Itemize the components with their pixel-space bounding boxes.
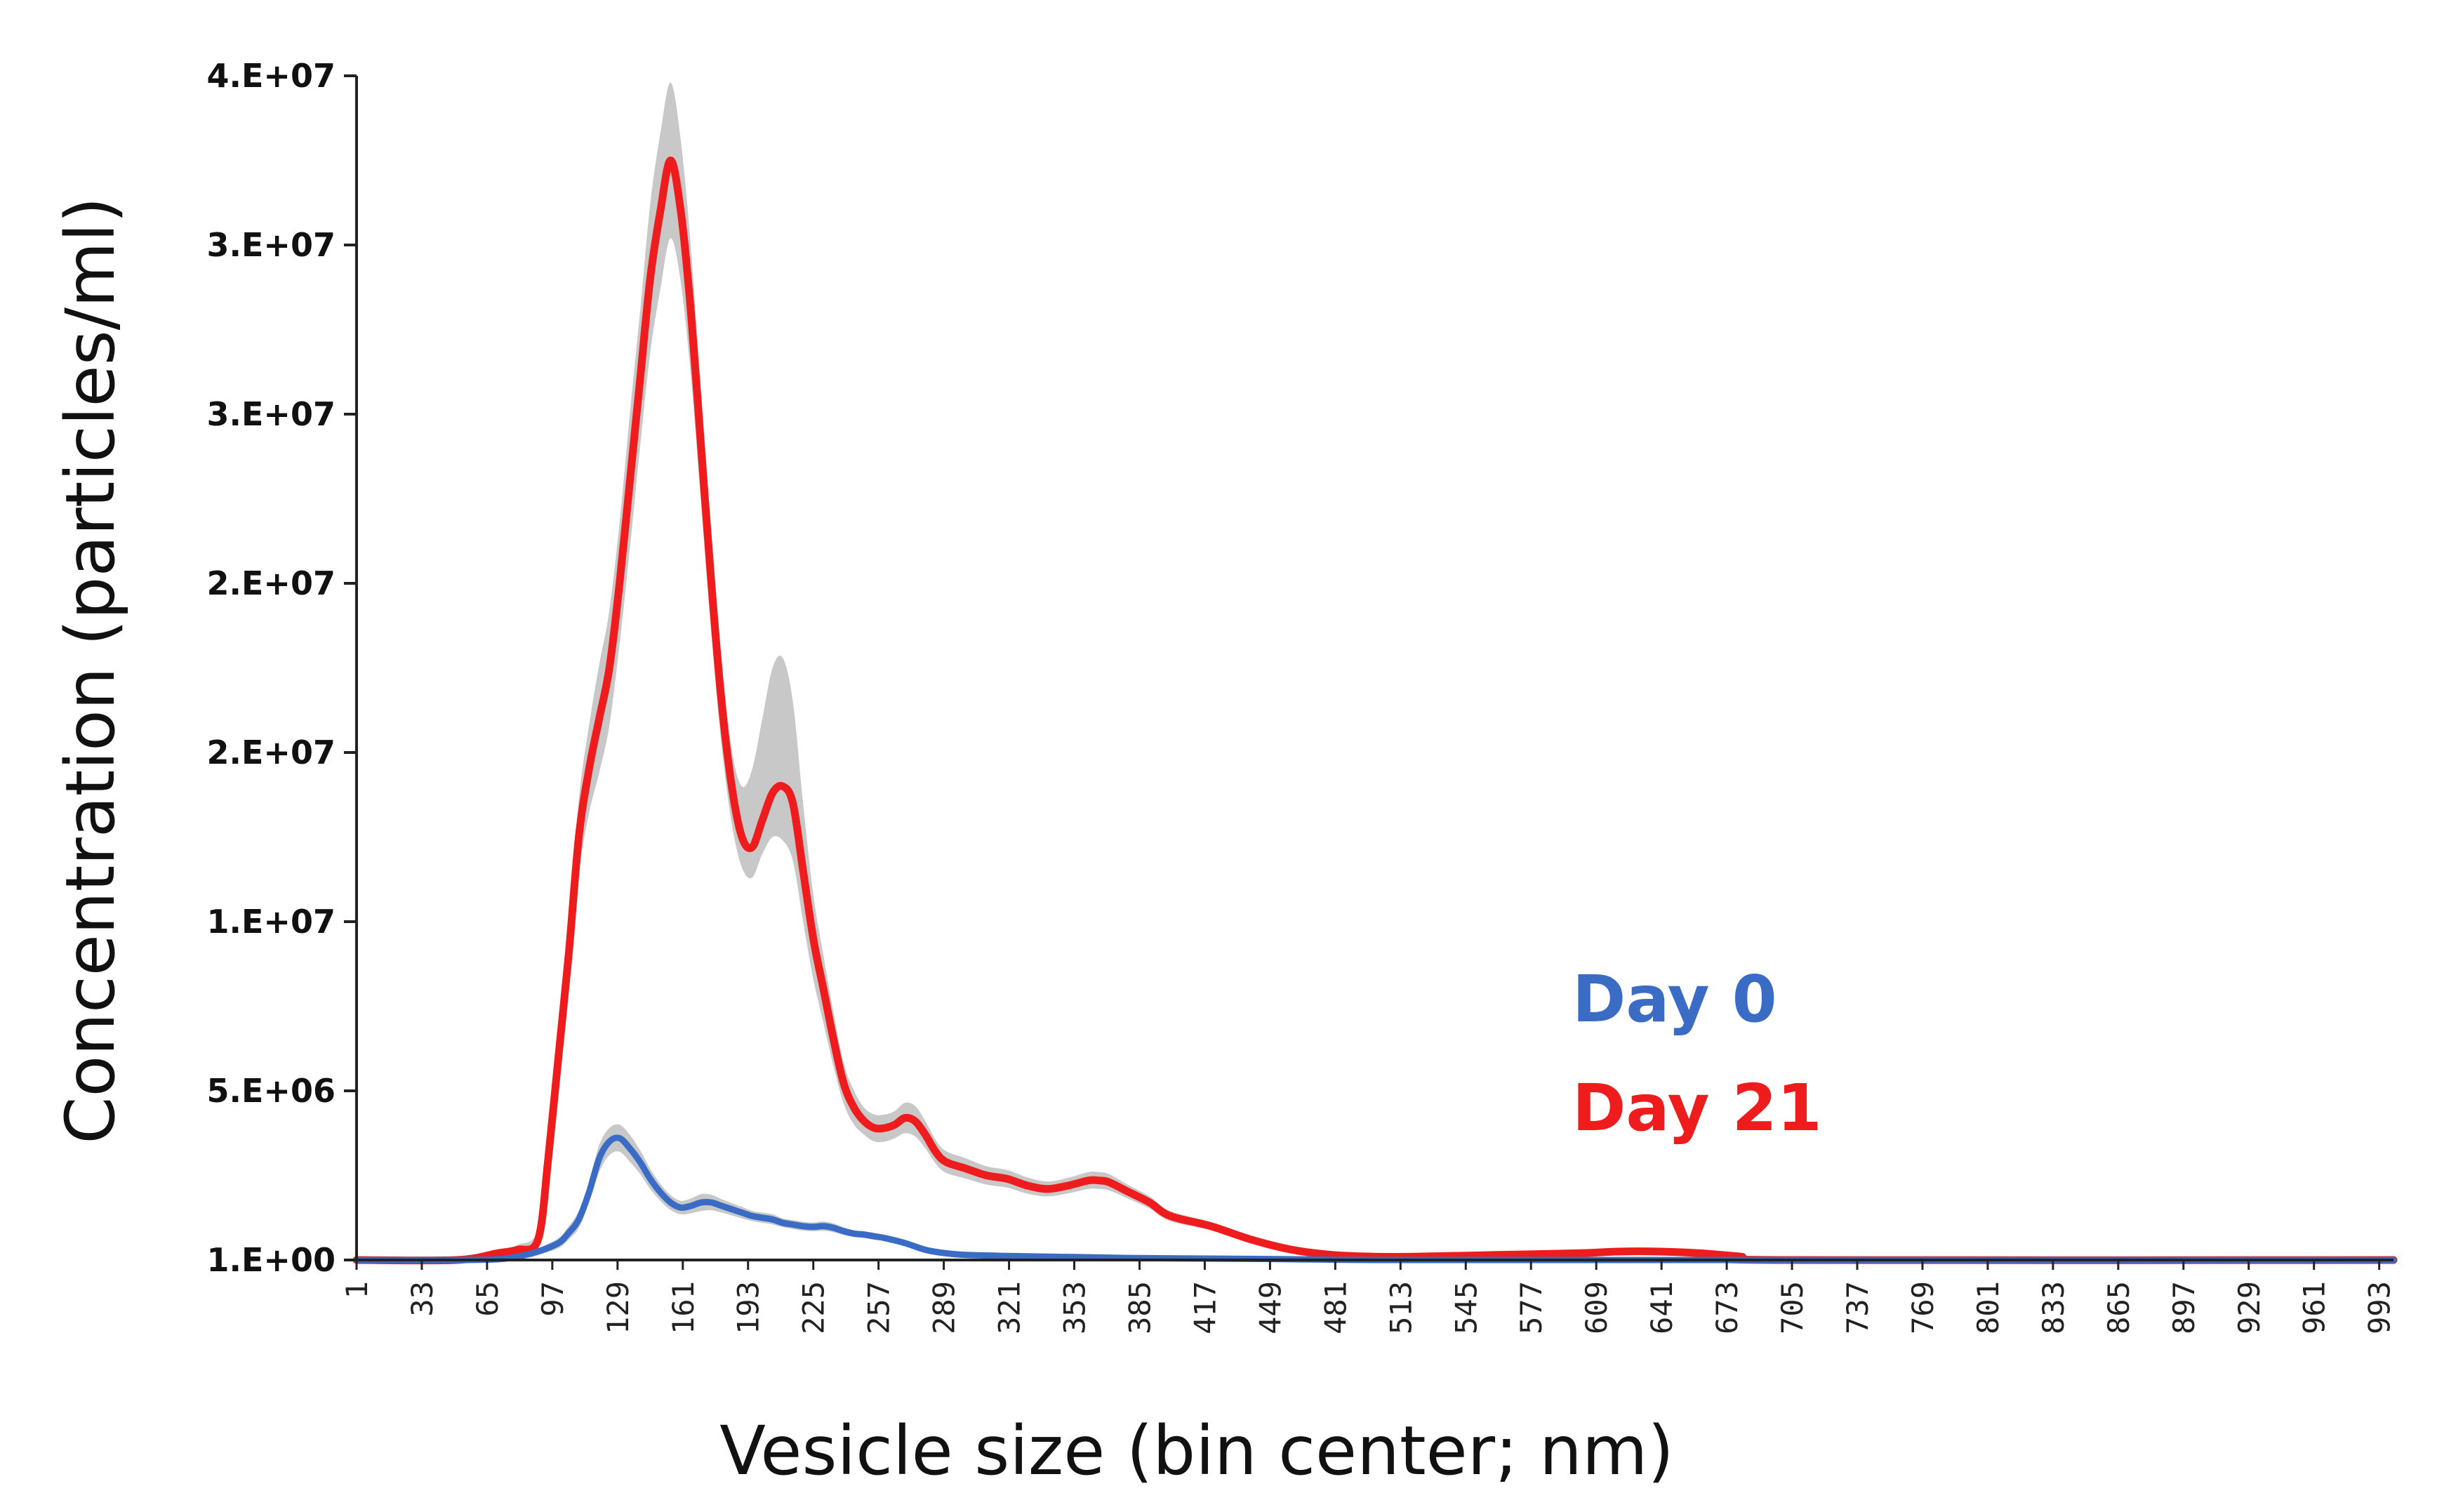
series-line-day-0	[353, 1134, 2397, 1264]
x-tick-label: 513	[1383, 1281, 1418, 1334]
x-tick-label: 65	[470, 1281, 505, 1317]
x-tick-label: 545	[1449, 1281, 1483, 1334]
x-tick-label: 257	[862, 1281, 896, 1334]
legend-day-0: Day 0	[1572, 962, 1777, 1037]
series-line-day-21	[352, 157, 2398, 1265]
x-tick-label: 769	[1906, 1281, 1940, 1334]
y-tick-label: 2.E+07	[207, 564, 336, 602]
y-tick-label: 3.E+07	[207, 395, 336, 433]
x-tick-label: 833	[2036, 1281, 2071, 1334]
legend-day-21: Day 21	[1572, 1070, 1822, 1146]
x-tick-label: 321	[992, 1281, 1027, 1334]
x-tick-label: 929	[2232, 1281, 2266, 1334]
y-axis-ticks: 1.E+00 5.E+06 1.E+07 2.E+07 2.E+07 3.E+07 3.E+…	[207, 57, 357, 1279]
x-tick-label: 161	[666, 1281, 700, 1334]
x-tick-label: 865	[2101, 1281, 2136, 1334]
x-tick-label: 225	[797, 1281, 831, 1334]
x-tick-label: 33	[405, 1281, 439, 1317]
x-tick-label: 97	[536, 1281, 570, 1317]
y-tick-label: 1.E+07	[207, 903, 336, 941]
y-tick-label: 3.E+07	[207, 226, 336, 264]
error-band-day-0	[357, 1124, 2393, 1261]
y-tick-label: 2.E+07	[207, 734, 336, 771]
x-tick-label: 129	[601, 1281, 635, 1334]
x-tick-label: 705	[1775, 1281, 1810, 1334]
x-tick-label: 449	[1253, 1281, 1287, 1334]
y-tick-label: 5.E+06	[207, 1072, 336, 1110]
x-axis-ticks: 1 33 65 97 129 161 193 225 257 289 321 353 385 417 449…	[340, 1260, 2397, 1334]
x-tick-label: 897	[2167, 1281, 2201, 1334]
x-tick-label: 641	[1645, 1281, 1679, 1334]
x-tick-label: 481	[1318, 1281, 1353, 1334]
x-tick-label: 577	[1514, 1281, 1548, 1334]
error-bands	[357, 82, 2393, 1261]
x-tick-label: 673	[1710, 1281, 1744, 1334]
y-tick-label: 4.E+07	[207, 57, 336, 95]
y-axis-title: Concentration (particles/ml)	[51, 197, 130, 1143]
x-tick-label: 801	[1971, 1281, 2005, 1334]
x-tick-label: 609	[1579, 1281, 1614, 1334]
x-tick-label: 289	[927, 1281, 962, 1334]
series-lines	[352, 157, 2398, 1265]
x-tick-label: 961	[2297, 1281, 2332, 1334]
x-tick-label: 353	[1058, 1281, 1092, 1334]
x-tick-label: 385	[1122, 1281, 1157, 1334]
x-axis-title: Vesicle size (bin center; nm)	[719, 1412, 1674, 1490]
x-tick-label: 193	[731, 1281, 766, 1334]
x-tick-label: 417	[1188, 1281, 1222, 1334]
y-tick-label: 1.E+00	[207, 1241, 336, 1279]
x-tick-label: 737	[1840, 1281, 1875, 1334]
error-band-day-21	[357, 82, 2393, 1261]
x-tick-label: 1	[340, 1281, 374, 1299]
x-tick-label: 993	[2363, 1281, 2397, 1334]
